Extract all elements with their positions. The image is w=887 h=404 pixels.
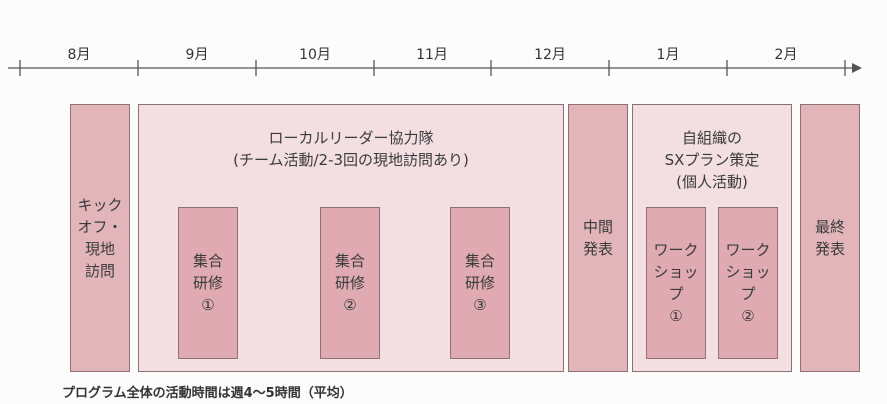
kickoff-line: 現地 (84, 240, 115, 258)
workshop-line: ② (741, 307, 755, 325)
local-leader-subtitle: (チーム活動/2-3回の現地訪問あり) (233, 151, 469, 169)
month-label-nov: 11月 (416, 47, 448, 63)
kickoff-box: キック オフ・ 現地 訪問 (70, 104, 130, 372)
training-line: ② (343, 296, 357, 314)
sx-plan-title-line: SXプラン策定 (664, 151, 760, 169)
final-box: 最終 発表 (800, 104, 860, 372)
axis-arrow (852, 63, 862, 73)
month-label-dec: 12月 (534, 47, 566, 63)
workshop-1: ワーク ショッ プ ① (646, 207, 706, 359)
kickoff-line: 訪問 (84, 262, 115, 280)
group-training-1: 集合 研修 ① (178, 207, 238, 359)
final-line: 発表 (814, 240, 845, 258)
workshop-2: ワーク ショッ プ ② (718, 207, 778, 359)
workshop-line: ① (669, 307, 683, 325)
workshop-line: プ (668, 285, 684, 303)
training-line: 研修 (192, 274, 223, 292)
workshop-line: ショッ (725, 263, 771, 281)
workshop-line: ショッ (653, 263, 699, 281)
workshop-line: ワーク (653, 241, 699, 259)
training-line: 集合 (334, 252, 365, 270)
final-line: 最終 (814, 218, 845, 236)
midterm-box: 中間 発表 (568, 104, 628, 372)
local-leader-title: ローカルリーダー協力隊 (268, 129, 434, 147)
training-line: ③ (473, 296, 487, 314)
midterm-line: 中間 (582, 218, 613, 236)
training-line: 研修 (334, 274, 365, 292)
sx-plan-title-line: 自組織の (681, 129, 742, 147)
month-label-feb: 2月 (774, 47, 798, 63)
footnote: プログラム全体の活動時間は週4〜5時間（平均） (62, 386, 353, 401)
month-label-sep: 9月 (185, 47, 209, 63)
month-label-oct: 10月 (299, 47, 331, 63)
group-training-3: 集合 研修 ③ (450, 207, 510, 359)
month-label-jan: 1月 (656, 47, 680, 63)
workshop-line: ワーク (725, 241, 771, 259)
training-line: 集合 (192, 252, 223, 270)
training-line: 研修 (464, 274, 495, 292)
workshop-line: プ (740, 285, 756, 303)
kickoff-line: オフ・ (77, 218, 123, 236)
month-label-aug: 8月 (67, 47, 91, 63)
timeline-axis (8, 60, 862, 76)
midterm-line: 発表 (582, 240, 613, 258)
training-line: 集合 (464, 252, 495, 270)
kickoff-line: キック (77, 196, 123, 214)
training-line: ① (201, 296, 215, 314)
sx-plan-title-line: (個人活動) (676, 173, 748, 191)
group-training-2: 集合 研修 ② (320, 207, 380, 359)
